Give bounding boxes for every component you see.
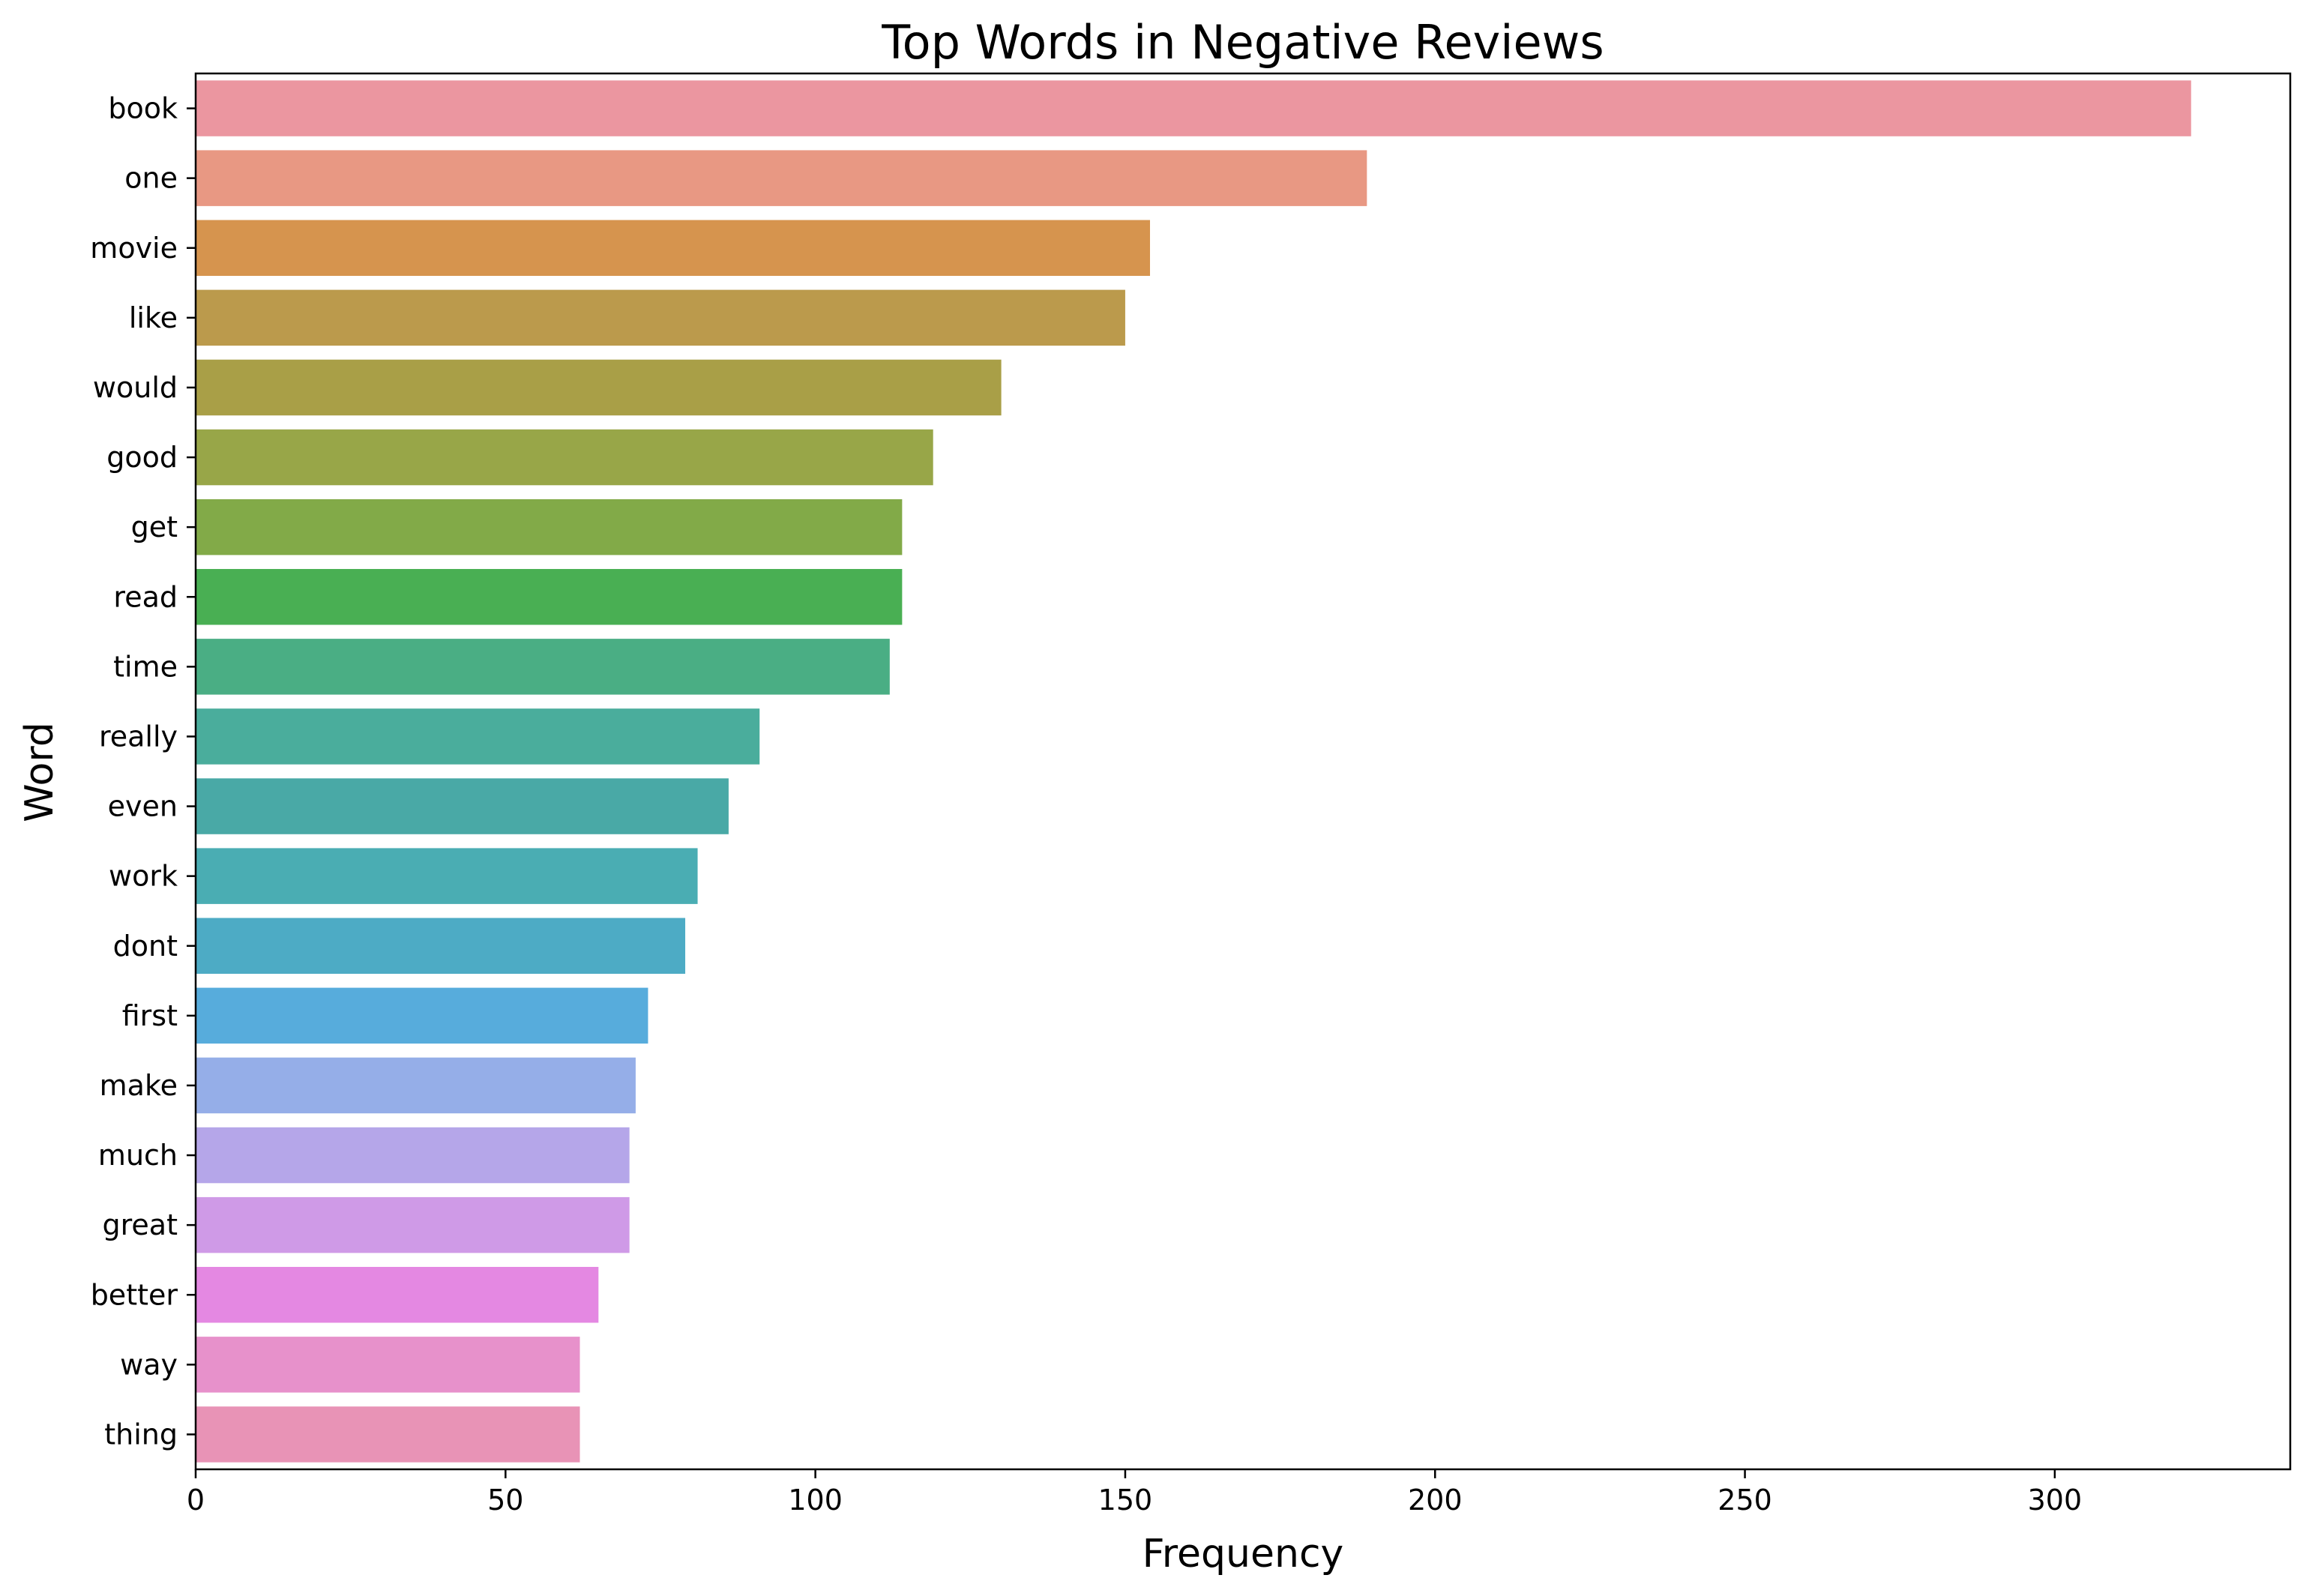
y-tick-label-great: great	[103, 1208, 178, 1241]
bar-would	[196, 359, 1002, 416]
y-tick-label-dont: dont	[113, 930, 178, 963]
x-tick-label-300: 300	[2028, 1484, 2083, 1517]
y-tick-label-book: book	[108, 92, 178, 125]
y-tick-label-way: way	[120, 1348, 178, 1381]
chart-title: Top Words in Negative Reviews	[881, 15, 1604, 70]
bar-make	[196, 1057, 636, 1114]
bar-thing	[196, 1406, 580, 1463]
bar-even	[196, 778, 729, 834]
x-tick-label-200: 200	[1408, 1484, 1463, 1517]
bar-first	[196, 987, 648, 1044]
y-tick-label-better: better	[91, 1278, 178, 1311]
bar-one	[196, 150, 1367, 206]
bar-great	[196, 1196, 630, 1253]
y-tick-label-make: make	[100, 1069, 178, 1102]
bar-dont	[196, 918, 686, 974]
x-axis-label: Frequency	[1143, 1532, 1344, 1577]
y-tick-label-first: first	[122, 999, 178, 1032]
y-tick-label-work: work	[109, 860, 178, 893]
bar-movie	[196, 220, 1151, 276]
y-tick-label-like: like	[129, 301, 178, 334]
bar-read	[196, 569, 903, 625]
bar-way	[196, 1337, 580, 1393]
y-tick-label-movie: movie	[90, 232, 178, 265]
bars-layer	[196, 80, 2191, 1463]
bar-good	[196, 429, 933, 486]
x-tick-label-50: 50	[487, 1484, 523, 1517]
y-axis: book one movie like would good get read time real…	[90, 92, 196, 1451]
y-tick-label-get: get	[131, 511, 178, 543]
bar-better	[196, 1267, 599, 1323]
y-tick-label-would: would	[93, 371, 178, 404]
bar-get	[196, 499, 903, 555]
y-tick-label-really: really	[99, 720, 178, 753]
plot-frame	[194, 72, 2292, 1471]
x-tick-label-0: 0	[187, 1484, 205, 1517]
bar-time	[196, 639, 890, 695]
x-tick-label-250: 250	[1718, 1484, 1772, 1517]
y-tick-label-thing: thing	[104, 1418, 178, 1451]
y-axis-label: Word	[17, 722, 62, 822]
x-axis: 0 50 100 150 200 250 300	[187, 1469, 2082, 1517]
bar-book	[196, 80, 2191, 136]
bar-much	[196, 1127, 630, 1184]
x-tick-label-150: 150	[1098, 1484, 1153, 1517]
y-tick-label-much: much	[98, 1139, 178, 1172]
y-tick-label-good: good	[106, 441, 178, 474]
y-tick-label-time: time	[113, 650, 178, 683]
y-tick-label-one: one	[124, 162, 178, 195]
x-tick-label-100: 100	[788, 1484, 843, 1517]
bar-really	[196, 708, 760, 765]
bar-work	[196, 848, 698, 904]
bar-like	[196, 289, 1125, 346]
y-tick-label-read: read	[113, 580, 178, 613]
y-tick-label-even: even	[108, 790, 178, 823]
